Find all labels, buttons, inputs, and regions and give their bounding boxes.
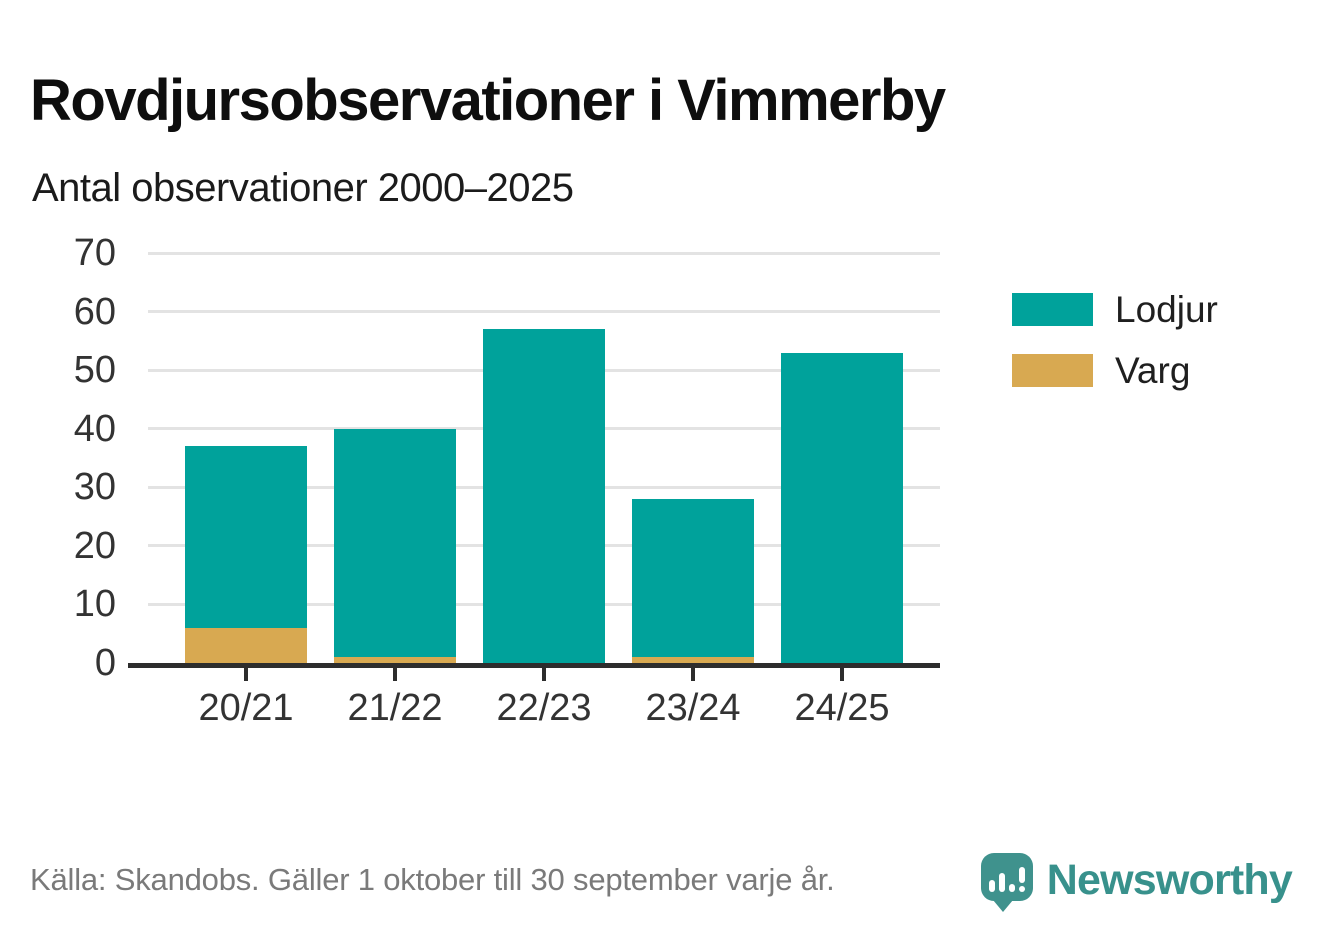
x-tick-label: 21/22 xyxy=(347,687,443,729)
source-note: Källa: Skandobs. Gäller 1 oktober till 3… xyxy=(30,862,835,897)
x-axis-tick xyxy=(840,668,844,681)
newsworthy-logo-icon xyxy=(980,853,1033,912)
x-tick-label: 23/24 xyxy=(645,687,741,729)
y-tick-label-40: 40 xyxy=(73,407,116,450)
x-axis-tick xyxy=(691,668,695,681)
bar-segment-varg-21/22 xyxy=(334,657,456,663)
y-tick-label-50: 50 xyxy=(73,349,116,392)
logo-bar xyxy=(988,880,995,892)
bar-24/25 xyxy=(781,253,903,663)
bar-22/23 xyxy=(483,253,605,663)
x-label-cell-22/23: 22/23 xyxy=(483,668,605,727)
bar-segment-lodjur-20/21 xyxy=(185,446,307,628)
bar-segment-lodjur-24/25 xyxy=(781,352,903,663)
brand-name: Newsworthy xyxy=(1046,855,1293,904)
legend-item-lodjur: Lodjur xyxy=(1012,291,1218,328)
chart-subtitle: Antal observationer 2000–2025 xyxy=(32,166,574,210)
bar-segment-lodjur-22/23 xyxy=(483,329,605,663)
logo-bar xyxy=(1008,884,1015,892)
x-tick-label: 22/23 xyxy=(496,687,592,729)
x-label-cell-21/22: 21/22 xyxy=(334,668,456,727)
gridline-60 xyxy=(148,310,940,314)
y-tick-label-60: 60 xyxy=(73,290,116,333)
page-title: Rovdjursobservationer i Vimmerby xyxy=(30,67,946,133)
y-tick-label-10: 10 xyxy=(73,583,116,626)
x-tick-label: 20/21 xyxy=(198,687,294,729)
x-axis-tick xyxy=(244,668,248,681)
brand: Newsworthy xyxy=(980,853,1293,912)
y-tick-label-70: 70 xyxy=(73,232,116,274)
legend-swatch-varg xyxy=(1012,354,1093,387)
bar-23/24 xyxy=(632,253,754,663)
legend: Lodjur Varg xyxy=(1012,291,1218,389)
logo-exclamation-icon xyxy=(1018,867,1025,892)
x-axis-tick xyxy=(542,668,546,681)
y-axis: 0 10 20 30 40 50 60 70 xyxy=(30,234,116,682)
x-axis-line xyxy=(128,663,940,668)
logo-bar xyxy=(998,873,1005,892)
legend-swatch-lodjur xyxy=(1012,293,1093,326)
bar-segment-varg-20/21 xyxy=(185,627,307,663)
logo-bar-chart-icon xyxy=(981,853,1033,901)
bars-container xyxy=(148,253,940,663)
plot-area xyxy=(128,251,940,668)
footer: Källa: Skandobs. Gäller 1 oktober till 3… xyxy=(30,842,1293,918)
gridline-70 xyxy=(148,251,940,255)
y-tick-label-20: 20 xyxy=(73,524,116,567)
x-label-cell-20/21: 20/21 xyxy=(185,668,307,727)
y-tick-label-30: 30 xyxy=(73,466,116,509)
bar-segment-varg-23/24 xyxy=(632,657,754,663)
legend-label: Lodjur xyxy=(1115,289,1218,330)
x-axis-labels: 20/21 21/22 22/23 23/24 24/25 xyxy=(148,668,940,727)
bar-segment-lodjur-23/24 xyxy=(632,499,754,658)
x-axis-tick xyxy=(393,668,397,681)
y-tick-label-0: 0 xyxy=(94,642,116,684)
legend-item-varg: Varg xyxy=(1012,352,1218,389)
x-label-cell-23/24: 23/24 xyxy=(632,668,754,727)
legend-label: Varg xyxy=(1115,350,1191,391)
bar-20/21 xyxy=(185,253,307,663)
bar-21/22 xyxy=(334,253,456,663)
bar-segment-lodjur-21/22 xyxy=(334,428,456,658)
x-tick-label: 24/25 xyxy=(794,687,890,729)
x-label-cell-24/25: 24/25 xyxy=(781,668,903,727)
